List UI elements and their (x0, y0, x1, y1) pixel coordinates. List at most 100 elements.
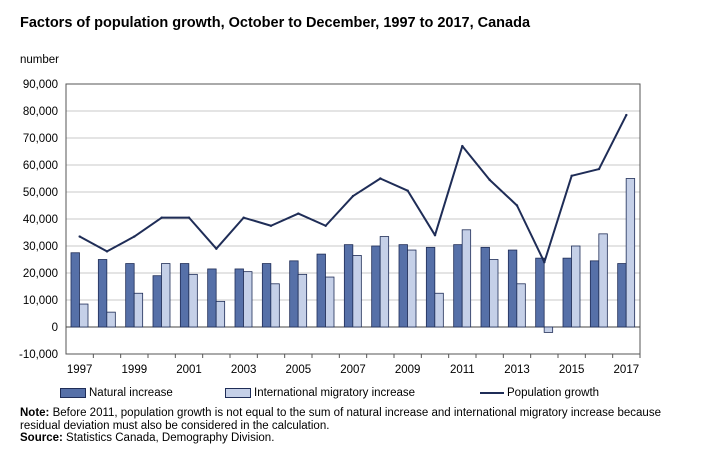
y-tick-label: 10,000 (23, 295, 58, 307)
bar-natural-increase (261, 263, 272, 328)
bar-international-migratory-increase (516, 283, 526, 328)
point-population-growth (625, 113, 628, 117)
bar-natural-increase (589, 260, 600, 328)
note-text: Before 2011, population growth is not eq… (20, 407, 661, 432)
legend-label-population-growth: Population growth (507, 387, 600, 399)
bar-natural-increase (289, 260, 299, 328)
bar-natural-increase (425, 246, 436, 328)
bar-international-migratory-increase (625, 178, 636, 328)
y-tick-label: 20,000 (23, 268, 58, 280)
x-tick-label: 2003 (231, 364, 257, 376)
x-tick-label: 2001 (176, 364, 202, 376)
y-tick-label: 80,000 (23, 106, 58, 118)
point-population-growth (543, 261, 546, 264)
bar-international-migratory-increase (270, 283, 280, 328)
bar-international-migratory-increase (489, 259, 499, 328)
source-label: Source: (20, 432, 63, 444)
legend-swatch-population-growth (480, 392, 504, 394)
point-population-growth (105, 250, 109, 253)
y-tick-label: -10,000 (19, 349, 58, 361)
x-tick-label: 2015 (559, 364, 585, 376)
legend-item-natural-increase: Natural increase (60, 387, 173, 399)
bar-international-migratory-increase (79, 303, 89, 328)
point-population-growth (297, 212, 300, 215)
y-tick-label: 0 (52, 322, 58, 334)
bar-natural-increase (398, 244, 408, 328)
bar-natural-increase (207, 268, 217, 328)
bar-natural-increase (97, 259, 108, 328)
bar-natural-increase (152, 275, 162, 328)
bar-international-migratory-increase (133, 292, 144, 328)
bar-international-migratory-increase (352, 255, 362, 328)
x-tick-label: 1999 (122, 364, 148, 376)
point-population-growth (187, 216, 191, 219)
x-tick-label: 1997 (67, 364, 93, 376)
legend-swatch-natural-increase (60, 388, 86, 398)
x-tick-label: 2017 (614, 364, 640, 376)
point-population-growth (269, 224, 273, 227)
bar-international-migratory-increase (461, 229, 472, 328)
bar-natural-increase (562, 257, 572, 328)
x-tick-label: 2007 (340, 364, 366, 376)
x-tick-label: 2011 (450, 364, 475, 376)
bar-international-migratory-increase (188, 273, 198, 328)
bar-international-migratory-increase (571, 245, 581, 328)
bar-natural-increase (316, 253, 326, 328)
bar-international-migratory-increase (243, 271, 253, 328)
bar-international-migratory-increase (215, 300, 226, 328)
legend-item-population-growth: Population growth (480, 387, 599, 399)
bar-international-migratory-increase (106, 311, 116, 328)
y-tick-label: 90,000 (23, 79, 58, 91)
bar-international-migratory-increase (161, 263, 171, 328)
point-population-growth (488, 178, 491, 182)
point-population-growth (133, 235, 136, 238)
chart-footnote: Note: Before 2011, population growth is … (20, 407, 692, 445)
bar-natural-increase (343, 244, 354, 328)
bar-natural-increase (70, 252, 80, 328)
source-text: Statistics Canada, Demography Division. (66, 432, 275, 444)
plot-frame (65, 83, 641, 355)
bar-international-migratory-increase (325, 276, 335, 328)
y-tick-label: 50,000 (23, 187, 58, 199)
source-block: Source: Statistics Canada, Demography Di… (20, 432, 692, 445)
legend-label-international-migratory-increase: International migratory increase (254, 387, 416, 399)
point-population-growth (324, 224, 327, 227)
point-population-growth (160, 216, 163, 219)
bar-international-migratory-increase (407, 249, 417, 328)
bar-natural-increase (371, 245, 381, 328)
bar-natural-increase (507, 249, 518, 328)
legend-label-natural-increase: Natural increase (89, 387, 173, 399)
point-population-growth (433, 234, 437, 237)
note-label: Note: (20, 407, 50, 419)
x-tick-label: 2013 (504, 364, 530, 376)
y-tick-label: 40,000 (23, 214, 58, 226)
y-tick-label: 70,000 (23, 133, 58, 145)
legend-swatch-international-migratory-increase (225, 388, 251, 398)
point-population-growth (597, 167, 601, 171)
legend-item-international-migratory-increase: International migratory increase (225, 387, 415, 399)
point-population-growth (379, 177, 382, 180)
y-tick-label: 30,000 (23, 241, 58, 253)
bar-international-migratory-increase (543, 326, 554, 333)
chart-legend: Natural increase International migratory… (60, 387, 660, 403)
bar-natural-increase (535, 257, 545, 328)
note-block: Note: Before 2011, population growth is … (20, 407, 692, 432)
point-population-growth (570, 174, 573, 177)
bar-international-migratory-increase (379, 236, 390, 328)
x-tick-label: 2009 (395, 364, 421, 376)
bar-natural-increase (453, 244, 463, 328)
point-population-growth (242, 216, 245, 219)
y-axis-unit-label: number (20, 54, 59, 66)
bar-international-migratory-increase (297, 273, 308, 328)
point-population-growth (351, 194, 355, 198)
bar-natural-increase (617, 263, 627, 328)
point-population-growth (406, 189, 409, 192)
point-population-growth (78, 235, 81, 238)
bar-international-migratory-increase (434, 292, 444, 328)
y-tick-label: 60,000 (23, 160, 58, 172)
chart-title: Factors of population growth, October to… (20, 15, 531, 31)
bar-international-migratory-increase (598, 233, 608, 328)
point-population-growth (215, 247, 218, 250)
line-population-growth (79, 114, 628, 264)
bar-natural-increase (179, 263, 190, 328)
